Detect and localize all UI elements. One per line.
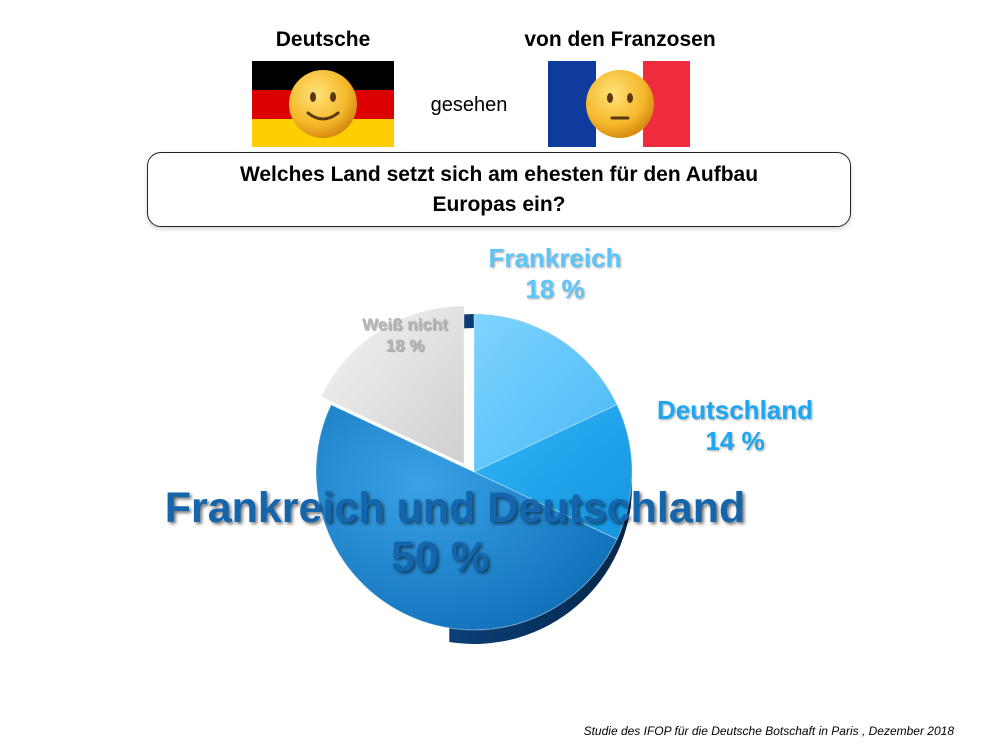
slice-label-deutschland: Deutschland 14 % [640,395,830,457]
neutral-face-icon [586,70,654,138]
question-line-2: Europas ein? [432,192,566,216]
pie-slice-frankreich-und-deutschland [315,404,618,631]
slice-label-weiss-nicht-name: Weiß nicht [362,315,448,334]
slice-label-fd-value: 50 % [390,533,489,582]
slice-label-frankreich-und-deutschland: Frankreich und Deutschland 50 % [110,484,800,583]
question-box: Welches Land setzt sich am ehesten für d… [147,152,851,227]
pie-slice-deutschland [472,404,633,540]
slice-label-frankreich-name: Frankreich [488,243,622,273]
smiling-face-icon [289,70,357,138]
slice-label-fd-name: Frankreich und Deutschland [164,484,746,532]
slice-label-deutschland-value: 14 % [705,426,765,457]
slice-label-frankreich-value: 18 % [525,274,585,305]
slice-label-weiss-nicht-value: 18 % [385,336,425,356]
header-label-deutsche: Deutsche [275,28,371,51]
pie-slice-weiss-nicht [320,305,465,465]
france-flag [548,61,690,147]
header-label-gesehen: gesehen [430,94,508,116]
slice-label-frankreich: Frankreich 18 % [470,243,640,305]
slice-label-deutschland-name: Deutschland [656,395,814,425]
source-note: Studie des IFOP für die Deutsche Botscha… [583,724,954,738]
germany-flag [252,61,394,147]
question-line-1: Welches Land setzt sich am ehesten für d… [239,162,759,186]
header-label-franzosen: von den Franzosen [524,28,716,51]
pie-slice-frankreich [473,313,618,473]
slice-label-weiss-nicht: Weiß nicht 18 % [340,314,470,357]
